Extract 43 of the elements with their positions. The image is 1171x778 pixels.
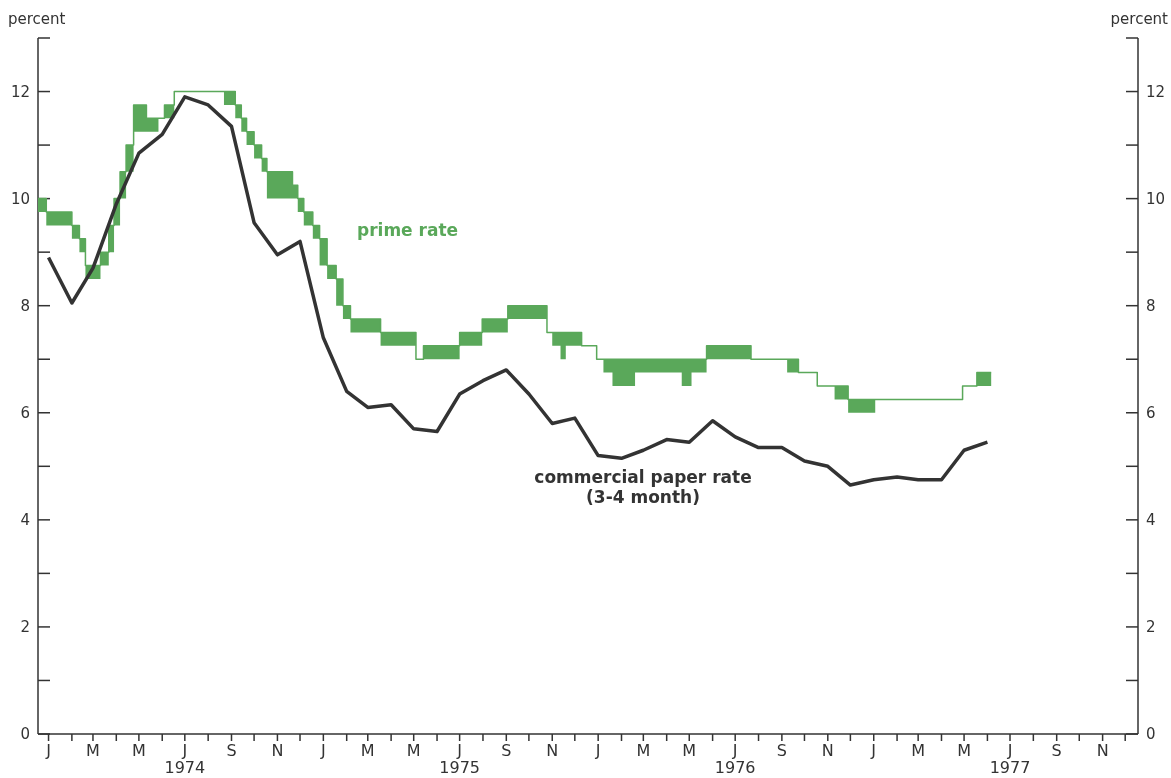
y2-tick-label: 10 xyxy=(1146,189,1166,208)
x-tick-label: M xyxy=(636,741,651,760)
x-tick-label: J xyxy=(45,741,51,760)
x-tick-label: S xyxy=(226,741,237,760)
y2-tick-label: 4 xyxy=(1146,510,1156,529)
y-tick-label: 2 xyxy=(20,617,30,636)
x-tick-label: J 1975 xyxy=(439,741,480,777)
x-tick-label: N xyxy=(1096,741,1109,760)
x-tick-label: M xyxy=(682,741,697,760)
series-label: prime rate xyxy=(357,220,459,241)
x-tick-label: M xyxy=(957,741,971,760)
y2-tick-label: 6 xyxy=(1146,403,1156,422)
y-tick-label: 10 xyxy=(10,189,30,208)
x-tick-label: J 1977 xyxy=(989,741,1031,777)
y2-tick-label: 2 xyxy=(1146,617,1156,636)
y-tick-label: 4 xyxy=(20,510,30,529)
y-tick-label: 6 xyxy=(20,403,30,422)
y-axis-title: percent xyxy=(8,10,66,28)
y2-tick-label: 0 xyxy=(1146,725,1156,743)
y2-tick-label: 12 xyxy=(1146,82,1166,101)
x-tick-label: M xyxy=(86,741,100,760)
x-tick-label: N xyxy=(821,741,834,760)
x-tick-label: N xyxy=(546,741,559,760)
y-tick-label: 12 xyxy=(10,82,30,101)
line-series xyxy=(46,95,990,487)
x-tick-label: M xyxy=(911,741,926,760)
y-tick-label: 8 xyxy=(20,296,30,315)
x-tick-label: S xyxy=(1051,741,1062,760)
x-tick-label: S xyxy=(501,741,512,760)
y2-tick-label: 8 xyxy=(1146,296,1156,315)
x-tick-label: M xyxy=(360,741,375,760)
x-tick-label: J xyxy=(594,741,601,760)
y2-axis-title: percent xyxy=(1110,10,1169,28)
x-tick-label: M xyxy=(406,741,421,760)
x-tick-label: M xyxy=(131,741,146,760)
x-tick-label: J xyxy=(319,741,326,760)
series-label: commercial paper rate (3-4 month) xyxy=(534,467,752,508)
x-tick-label: S xyxy=(776,741,787,760)
x-tick-label: J xyxy=(870,741,877,760)
x-tick-label: J 1974 xyxy=(164,741,206,777)
x-tick-label: J 1976 xyxy=(714,741,756,777)
y-tick-label: 0 xyxy=(20,725,30,743)
x-tick-label: N xyxy=(271,741,284,760)
